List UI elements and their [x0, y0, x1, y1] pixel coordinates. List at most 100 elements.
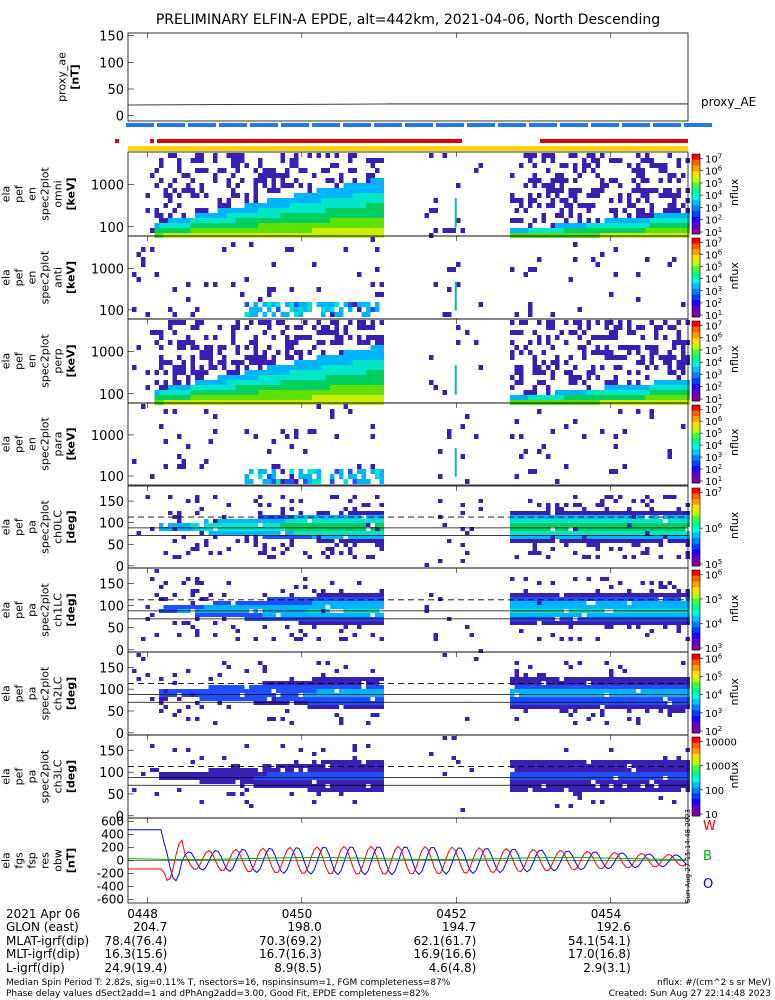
pa-cell	[600, 693, 605, 697]
pa-cell	[352, 685, 357, 689]
spectrogram-cell	[667, 350, 672, 355]
spectrogram-cell	[177, 320, 182, 325]
pa-cell	[298, 601, 303, 605]
pa-cell	[595, 605, 600, 609]
spectrogram-cell	[307, 380, 312, 385]
spectrogram-cell	[231, 390, 236, 395]
pa-cell	[339, 760, 344, 764]
pa-cell	[276, 601, 281, 605]
pa-cell	[348, 547, 353, 551]
pa-cell	[303, 621, 308, 625]
spectrogram-cell	[631, 345, 636, 350]
pa-cell	[307, 768, 312, 772]
spectrogram-cell	[528, 312, 533, 317]
spectrogram-cell	[195, 325, 200, 330]
spectrogram-cell	[298, 223, 303, 228]
pa-cell	[316, 685, 321, 689]
pa-cell	[568, 713, 573, 717]
pa-cell	[645, 601, 650, 605]
pa-cell	[379, 511, 384, 515]
spectrogram-cell	[654, 395, 659, 400]
pa-cell	[631, 519, 636, 523]
pa-cell	[303, 551, 308, 555]
spectrogram-cell	[195, 345, 200, 350]
pa-cell	[528, 527, 533, 531]
pa-cell	[280, 613, 285, 617]
spectrogram-cell	[285, 223, 290, 228]
spectrogram-cell	[366, 183, 371, 188]
spectrogram-cell	[379, 340, 384, 345]
pa-cell	[429, 752, 434, 756]
pa-cell	[150, 768, 155, 772]
pa-cell	[330, 768, 335, 772]
pa-cell	[586, 613, 591, 617]
spectrogram-cell	[334, 330, 339, 335]
colorbar-segment	[692, 372, 700, 379]
pa-cell	[334, 784, 339, 788]
pa-cell	[222, 605, 227, 609]
pa-cell	[379, 613, 384, 617]
pa-cell	[658, 519, 663, 523]
pa-cell	[262, 681, 267, 685]
pa-cell	[559, 539, 564, 543]
spectrogram-cell	[370, 360, 375, 365]
status-blue-segment	[312, 123, 340, 127]
spectrogram-cell	[375, 228, 380, 233]
spectrogram-cell	[519, 233, 524, 238]
pa-cell	[618, 593, 623, 597]
pa-cell	[285, 764, 290, 768]
spectrogram-cell	[222, 203, 227, 208]
pa-cell	[541, 511, 546, 515]
spectrogram-cell	[343, 385, 348, 390]
spectrogram-cell	[204, 385, 209, 390]
pa-cell	[663, 495, 668, 499]
spectrogram-cell	[636, 385, 641, 390]
pa-cell	[339, 788, 344, 792]
pa-cell	[312, 621, 317, 625]
pa-cell	[541, 693, 546, 697]
spectrogram-cell	[613, 390, 618, 395]
status-blue-segment	[653, 123, 681, 127]
spectrogram-cell	[465, 330, 470, 335]
pa-cell	[321, 535, 326, 539]
pa-cell	[541, 613, 546, 617]
pa-cell	[595, 601, 600, 605]
pa-cell	[559, 523, 564, 527]
spectrogram-cell	[348, 335, 353, 340]
pa-cell	[330, 677, 335, 681]
pa-cell	[361, 613, 366, 617]
spectrogram-cell	[613, 325, 618, 330]
spectrogram-cell	[663, 193, 668, 198]
pa-cell	[555, 760, 560, 764]
pa-cell	[532, 539, 537, 543]
spectrogram-cell	[361, 218, 366, 223]
pa-cell	[307, 685, 312, 689]
spectrogram-cell	[231, 163, 236, 168]
pa-cell	[379, 597, 384, 601]
pa-cell	[141, 657, 146, 661]
spectrogram-cell	[636, 213, 641, 218]
pa-cell	[658, 621, 663, 625]
pa-cell	[595, 760, 600, 764]
spectrogram-cell	[285, 173, 290, 178]
pa-cell	[528, 784, 533, 788]
spectrogram-cell	[591, 233, 596, 238]
pa-cell	[303, 693, 308, 697]
spectrogram-cell	[298, 213, 303, 218]
pa-cell	[213, 693, 218, 697]
pa-cell	[564, 764, 569, 768]
pa-cell	[514, 661, 519, 665]
pa-cell	[289, 597, 294, 601]
spectrogram-cell	[636, 208, 641, 213]
pa-cell	[370, 776, 375, 780]
spectrogram-cell	[357, 208, 362, 213]
spectrogram-cell	[168, 233, 173, 238]
pa-cell	[330, 701, 335, 705]
pa-cell	[370, 713, 375, 717]
spectrogram-cell	[676, 335, 681, 340]
spectrogram-cell	[285, 233, 290, 238]
pa-cell	[604, 605, 609, 609]
spectrogram-cell	[154, 400, 159, 405]
spectrogram-cell	[145, 208, 150, 213]
